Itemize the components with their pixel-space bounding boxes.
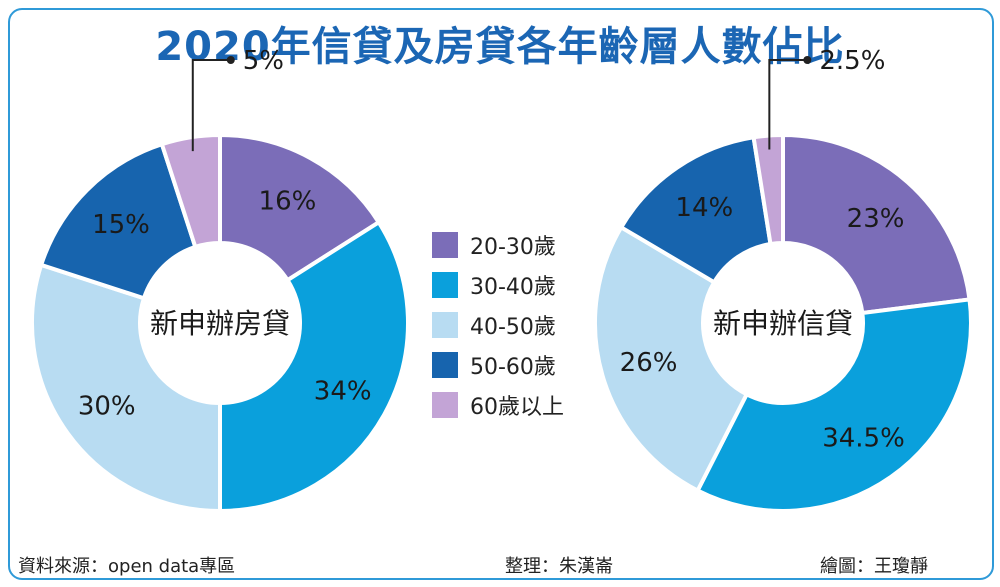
slice-label: 15% bbox=[92, 210, 150, 240]
slice-label: 34.5% bbox=[822, 424, 905, 454]
source-note: 資料來源：open data專區 bbox=[18, 556, 236, 577]
legend-label: 20-30歲 bbox=[470, 235, 556, 260]
legend-swatch bbox=[432, 312, 458, 338]
slice-label: 5% bbox=[243, 46, 284, 76]
slice-label: 2.5% bbox=[819, 46, 885, 76]
legend: 20-30歲 30-40歲 40-50歲 50-60歲 60歲以上 bbox=[432, 225, 564, 425]
legend-label: 50-60歲 bbox=[470, 355, 556, 380]
slice-label: 26% bbox=[620, 348, 678, 378]
leader-line bbox=[191, 59, 231, 152]
donut-center-label: 新申辦房貸 bbox=[150, 307, 290, 340]
slice-label: 16% bbox=[259, 186, 317, 216]
legend-item-20-30: 20-30歲 bbox=[432, 225, 564, 265]
legend-label: 30-40歲 bbox=[470, 275, 556, 300]
donut-slice bbox=[38, 141, 198, 301]
donut-center-label: 新申辦信貸 bbox=[713, 307, 853, 340]
legend-item-40-50: 40-50歲 bbox=[432, 305, 564, 345]
editor-credit: 整理：朱漢崙 bbox=[505, 556, 613, 577]
donut-slice bbox=[218, 132, 382, 283]
illustrator-credit: 繪圖：王瓊靜 bbox=[820, 556, 928, 577]
donut-slice bbox=[159, 132, 222, 250]
legend-swatch bbox=[432, 392, 458, 418]
donut-slice bbox=[781, 132, 972, 316]
donut-slice bbox=[618, 135, 773, 286]
legend-item-30-40: 30-40歲 bbox=[432, 265, 564, 305]
leader-dot bbox=[226, 56, 235, 64]
chart-title: 2020年信貸及房貸各年齡層人數佔比 bbox=[155, 24, 845, 70]
donut-slice bbox=[593, 224, 750, 494]
donut-slice bbox=[751, 132, 785, 247]
leader-line bbox=[768, 59, 808, 150]
slice-label: 23% bbox=[847, 204, 905, 234]
donut-slice bbox=[30, 262, 222, 514]
legend-item-50-60: 50-60歲 bbox=[432, 345, 564, 385]
legend-item-60-plus: 60歲以上 bbox=[432, 385, 564, 425]
slice-label: 14% bbox=[675, 193, 733, 223]
legend-swatch bbox=[432, 352, 458, 378]
legend-label: 40-50歲 bbox=[470, 315, 556, 340]
slice-label: 30% bbox=[78, 391, 136, 421]
slice-label: 34% bbox=[314, 376, 372, 406]
donut-slice bbox=[218, 219, 410, 514]
leader-dot bbox=[803, 56, 812, 64]
legend-swatch bbox=[432, 272, 458, 298]
legend-label: 60歲以上 bbox=[470, 395, 564, 420]
legend-swatch bbox=[432, 232, 458, 258]
donut-slice bbox=[694, 297, 973, 513]
